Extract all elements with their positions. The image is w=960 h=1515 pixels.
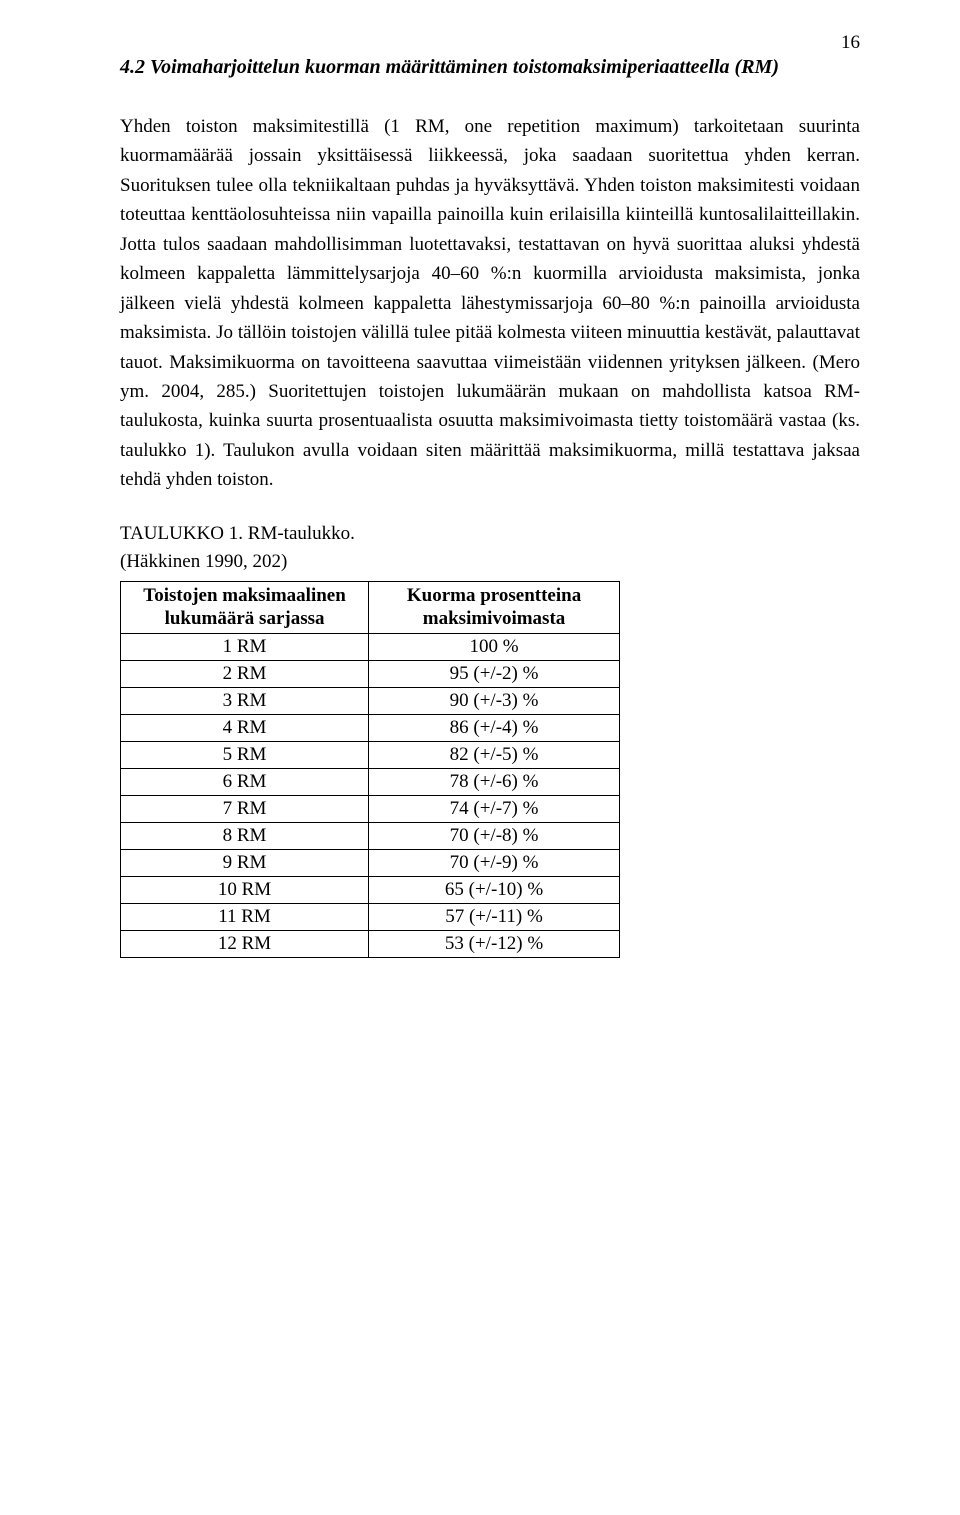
rm-cell: 9 RM [121, 850, 369, 877]
rm-cell: 1 RM [121, 634, 369, 661]
rm-cell: 4 RM [121, 715, 369, 742]
pct-cell: 57 (+/-11) % [369, 904, 620, 931]
pct-cell: 100 % [369, 634, 620, 661]
rm-table: Toistojen maksimaalinen lukumäärä sarjas… [120, 581, 620, 959]
pct-cell: 95 (+/-2) % [369, 661, 620, 688]
table-caption: TAULUKKO 1. RM-taulukko. [120, 523, 860, 545]
table-header-row: Toistojen maksimaalinen lukumäärä sarjas… [121, 581, 620, 634]
section-heading: 4.2 Voimaharjoittelun kuorman määrittämi… [120, 52, 860, 82]
document-page: 16 4.2 Voimaharjoittelun kuorman määritt… [0, 0, 960, 1515]
pct-cell: 70 (+/-9) % [369, 850, 620, 877]
body-paragraph: Yhden toiston maksimitestillä (1 RM, one… [120, 112, 860, 495]
pct-cell: 86 (+/-4) % [369, 715, 620, 742]
rm-cell: 12 RM [121, 931, 369, 958]
page-number: 16 [841, 32, 860, 54]
table-row: 10 RM65 (+/-10) % [121, 877, 620, 904]
table-row: 3 RM90 (+/-3) % [121, 688, 620, 715]
rm-cell: 3 RM [121, 688, 369, 715]
rm-cell: 8 RM [121, 823, 369, 850]
pct-cell: 70 (+/-8) % [369, 823, 620, 850]
rm-cell: 2 RM [121, 661, 369, 688]
table-row: 1 RM100 % [121, 634, 620, 661]
pct-cell: 65 (+/-10) % [369, 877, 620, 904]
table-row: 2 RM95 (+/-2) % [121, 661, 620, 688]
table-row: 6 RM78 (+/-6) % [121, 769, 620, 796]
table-source: (Häkkinen 1990, 202) [120, 551, 860, 573]
table-row: 7 RM74 (+/-7) % [121, 796, 620, 823]
rm-table-block: TAULUKKO 1. RM-taulukko. (Häkkinen 1990,… [120, 523, 860, 959]
table-header-left: Toistojen maksimaalinen lukumäärä sarjas… [121, 581, 369, 634]
rm-cell: 10 RM [121, 877, 369, 904]
pct-cell: 82 (+/-5) % [369, 742, 620, 769]
pct-cell: 74 (+/-7) % [369, 796, 620, 823]
table-row: 4 RM86 (+/-4) % [121, 715, 620, 742]
table-row: 8 RM70 (+/-8) % [121, 823, 620, 850]
table-row: 9 RM70 (+/-9) % [121, 850, 620, 877]
pct-cell: 53 (+/-12) % [369, 931, 620, 958]
table-row: 11 RM57 (+/-11) % [121, 904, 620, 931]
table-header-right: Kuorma prosentteina maksimivoimasta [369, 581, 620, 634]
table-row: 5 RM82 (+/-5) % [121, 742, 620, 769]
rm-cell: 5 RM [121, 742, 369, 769]
pct-cell: 78 (+/-6) % [369, 769, 620, 796]
rm-cell: 6 RM [121, 769, 369, 796]
pct-cell: 90 (+/-3) % [369, 688, 620, 715]
table-row: 12 RM53 (+/-12) % [121, 931, 620, 958]
table-body: 1 RM100 %2 RM95 (+/-2) %3 RM90 (+/-3) %4… [121, 634, 620, 958]
rm-cell: 7 RM [121, 796, 369, 823]
rm-cell: 11 RM [121, 904, 369, 931]
